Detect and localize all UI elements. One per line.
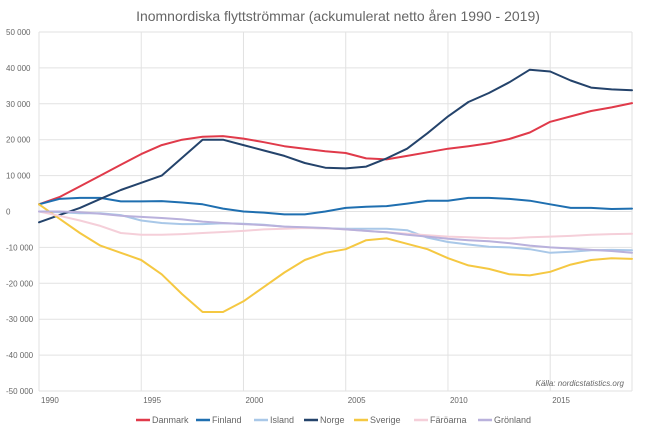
x-tick-label: 2015: [552, 396, 570, 405]
legend-label: Grönland: [494, 415, 531, 425]
legend-item: Sverige: [354, 415, 401, 425]
series-line: [38, 203, 633, 313]
x-tick-label: 2005: [348, 396, 366, 405]
x-tick-label: 2010: [450, 396, 468, 405]
y-tick-label: -30 000: [6, 315, 34, 324]
series-line: [38, 196, 633, 216]
y-tick-label: 10 000: [6, 172, 31, 181]
legend-item: Island: [254, 415, 294, 425]
chart-title: Inomnordiska flyttströmmar (ackumulerat …: [136, 8, 540, 24]
series-line: [38, 68, 633, 224]
legend-label: Finland: [212, 415, 242, 425]
y-tick-label: 40 000: [6, 64, 31, 73]
legend-item: Norge: [304, 415, 345, 425]
legend-item: Finland: [196, 415, 242, 425]
legend-item: Grönland: [478, 415, 531, 425]
y-tick-label: -40 000: [6, 351, 34, 360]
series-line: [38, 102, 633, 206]
legend-item: Danmark: [136, 415, 189, 425]
x-tick-label: 1990: [41, 396, 59, 405]
y-tick-label: 0: [6, 208, 11, 217]
x-axis-tick-labels: 1990 1995 2000 2005 2010 2015: [41, 396, 571, 405]
source-note: Källa: nordicstatistics.org: [536, 379, 625, 388]
y-tick-label: 30 000: [6, 100, 31, 109]
y-tick-label: -50 000: [6, 387, 34, 396]
legend-item: Färöarna: [414, 415, 467, 425]
series-lines: [38, 68, 633, 313]
x-tick-label: 1995: [143, 396, 161, 405]
legend-label: Island: [270, 415, 294, 425]
y-tick-label: -20 000: [6, 279, 34, 288]
y-tick-label: 50 000: [6, 28, 31, 37]
legend: Danmark Finland Island Norge Sverige Färöarna…: [136, 415, 531, 425]
grid-lines: [38, 31, 633, 392]
y-axis-tick-labels: -50 000 -40 000 -30 000 -20 000 -10 000 0 10 0…: [6, 28, 34, 396]
y-tick-label: 20 000: [6, 136, 31, 145]
legend-label: Färöarna: [430, 415, 467, 425]
legend-label: Danmark: [152, 415, 189, 425]
legend-label: Norge: [320, 415, 345, 425]
series-line: [38, 210, 633, 254]
y-tick-label: -10 000: [6, 243, 34, 252]
x-tick-label: 2000: [245, 396, 263, 405]
legend-label: Sverige: [370, 415, 401, 425]
